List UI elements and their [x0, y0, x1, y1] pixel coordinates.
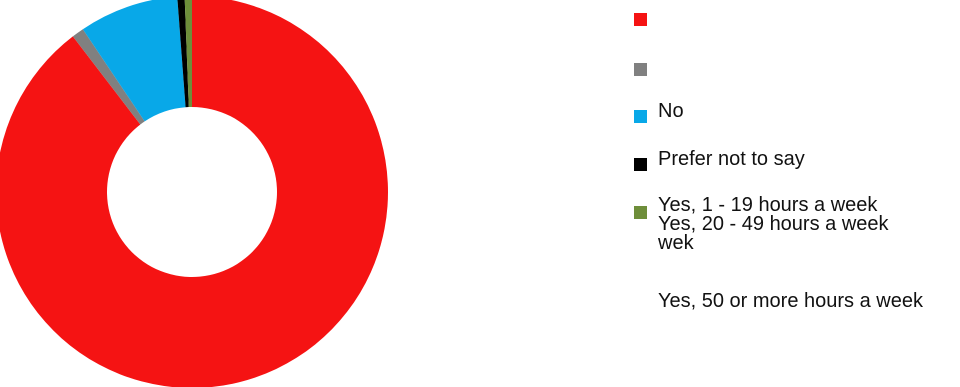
donut-slice-3: [177, 0, 189, 108]
donut-slice-1: [72, 29, 145, 125]
legend-label: Prefer not to say: [658, 148, 805, 170]
legend-label: No: [658, 100, 684, 122]
donut-slice-2: [82, 0, 186, 122]
legend-swatch: [634, 63, 647, 76]
donut-chart-svg: [0, 0, 388, 387]
donut-slice-4: [184, 0, 192, 108]
legend-swatch: [634, 158, 647, 171]
chart-legend: No Prefer not to say Yes, 1 - 19 hours a…: [628, 0, 960, 387]
donut-chart: [0, 0, 388, 387]
legend-swatch: [634, 13, 647, 26]
legend-label: Yes, 50 or more hours a week: [658, 290, 923, 312]
legend-swatch: [634, 110, 647, 123]
legend-label: Yes, 1 - 19 hours a week Yes, 20 - 49 ho…: [658, 194, 889, 254]
donut-slice-0: [0, 0, 388, 387]
legend-swatch: [634, 206, 647, 219]
